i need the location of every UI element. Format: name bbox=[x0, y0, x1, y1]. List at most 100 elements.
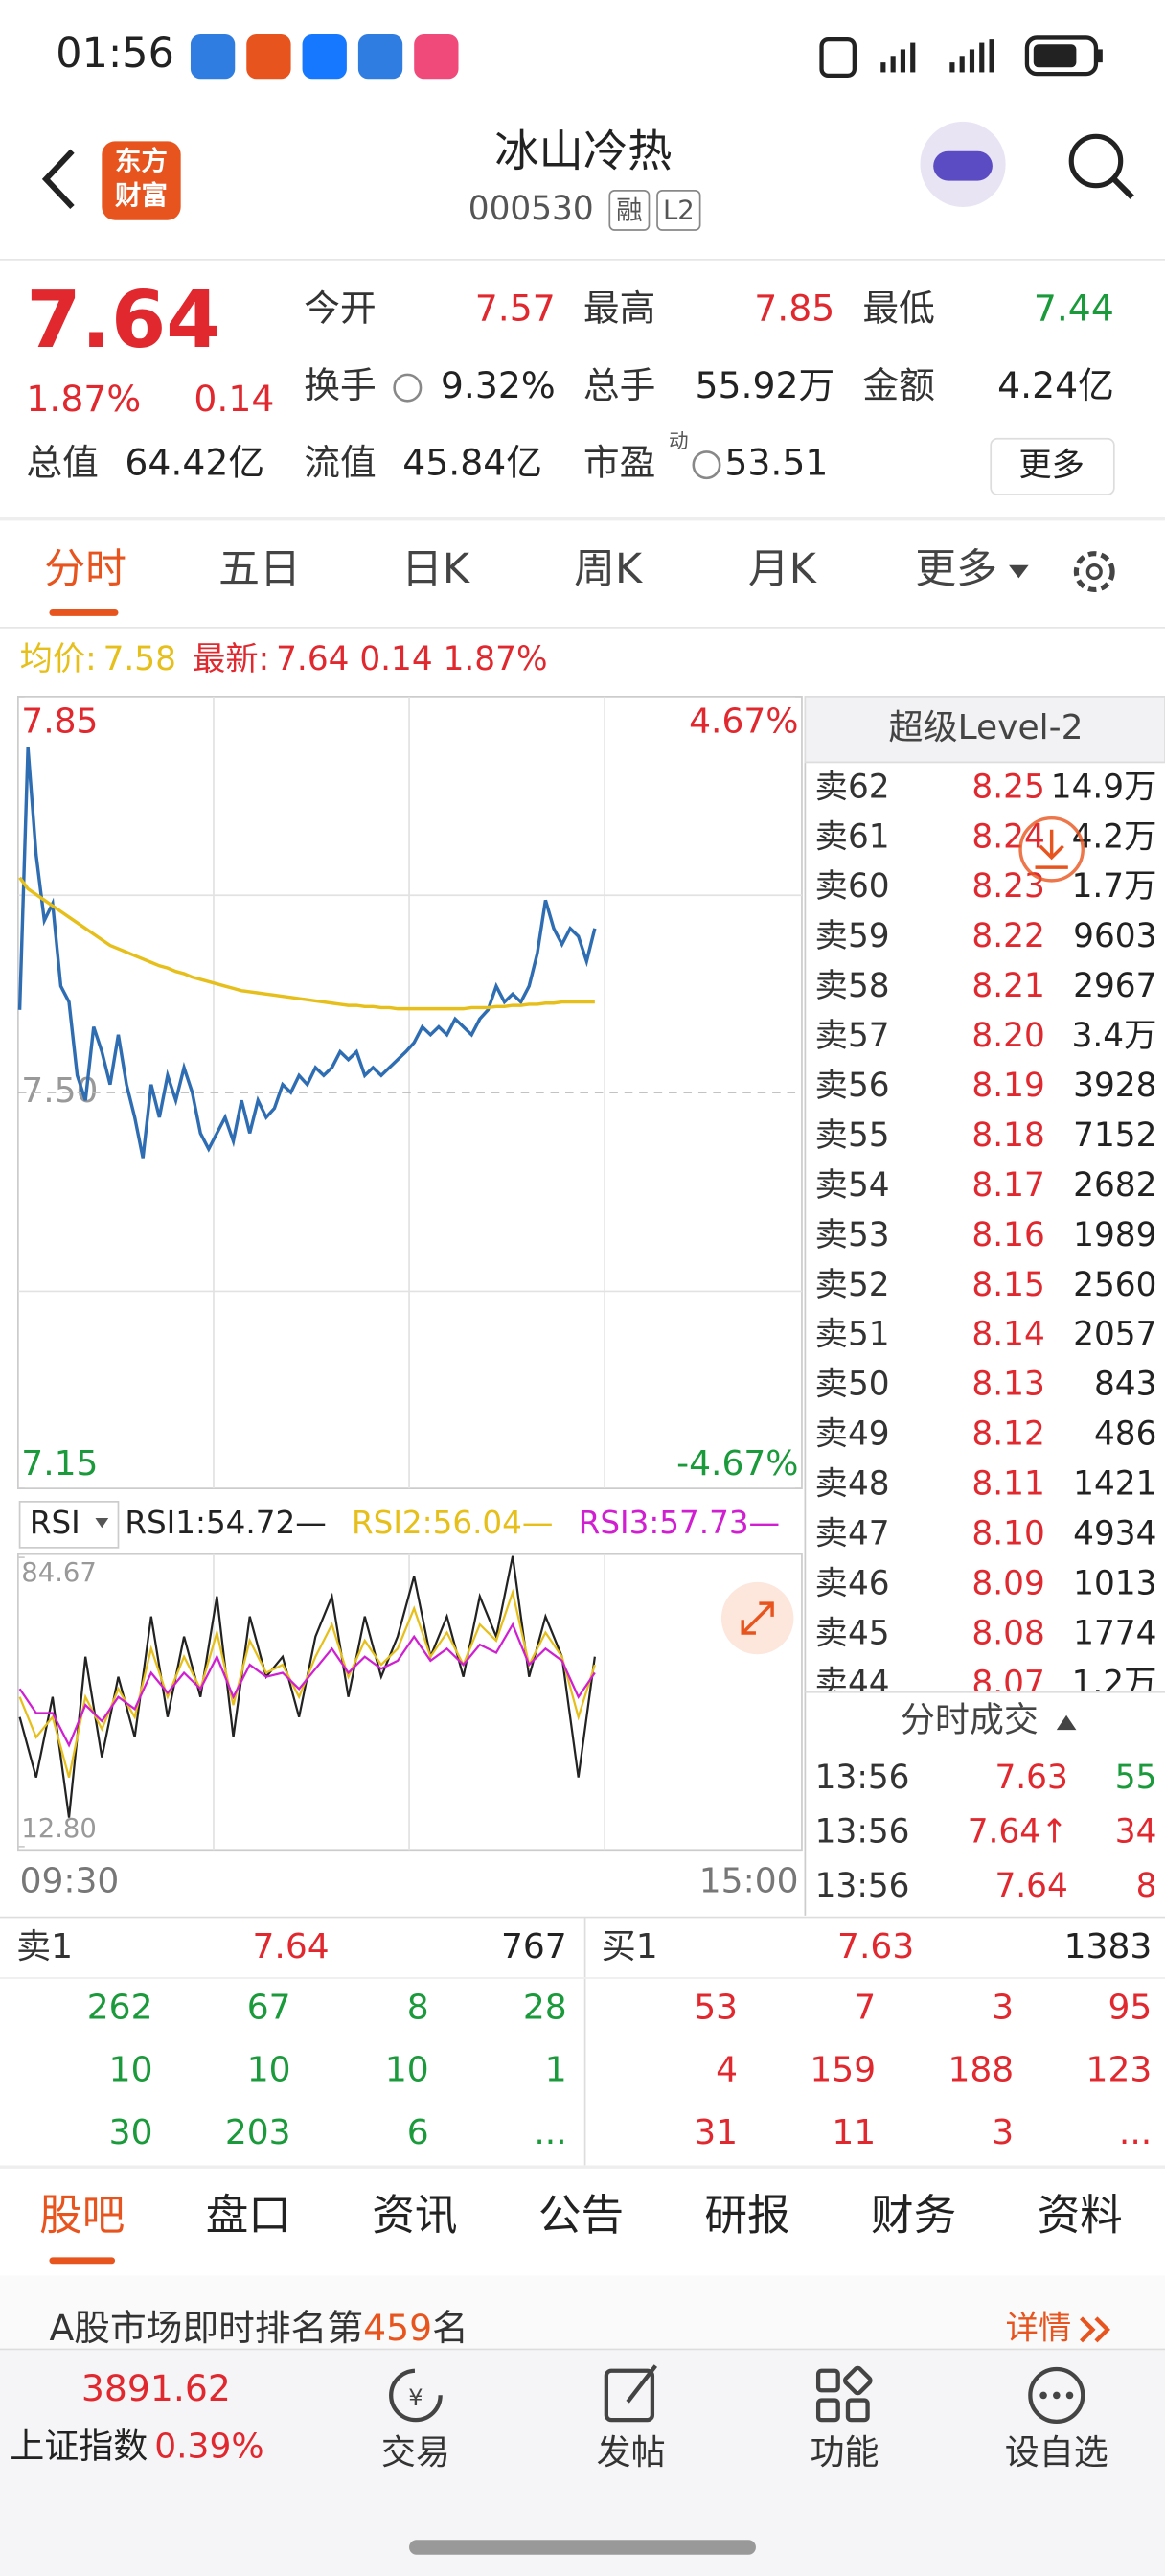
collapse-arrow[interactable] bbox=[1056, 1714, 1077, 1731]
level2-price: 8.14 bbox=[971, 1316, 1044, 1354]
footer-button[interactable]: 设自选 bbox=[1005, 2433, 1108, 2472]
level2-volume: 1.2万 bbox=[1072, 1664, 1157, 1702]
more-label: 更多 bbox=[1018, 446, 1085, 484]
level2-volume: 9603 bbox=[1073, 917, 1156, 955]
bottom-tab[interactable]: 资讯 bbox=[372, 2190, 457, 2240]
level2-label: 卖58 bbox=[815, 967, 890, 1005]
tab[interactable]: 分时 bbox=[44, 545, 126, 593]
level2-volume: 7152 bbox=[1073, 1116, 1156, 1155]
level2-volume: 486 bbox=[1094, 1415, 1156, 1454]
field-label: 市盈 bbox=[583, 442, 655, 484]
bottom-tab[interactable]: 研报 bbox=[704, 2190, 789, 2240]
level2-label: 卖51 bbox=[815, 1316, 890, 1354]
field-value: 64.42亿 bbox=[125, 442, 264, 484]
tab[interactable]: 更多 bbox=[915, 545, 997, 593]
bottom-tab[interactable]: 盘口 bbox=[206, 2190, 291, 2240]
rsi-grid bbox=[213, 1553, 606, 1851]
tab[interactable]: 日K bbox=[401, 545, 470, 593]
level2-price: 8.12 bbox=[971, 1415, 1044, 1454]
trade-time: 13:56 bbox=[815, 1813, 910, 1852]
series-line bbox=[18, 1555, 596, 1818]
scroll-down-button[interactable] bbox=[1018, 816, 1085, 883]
robot-visor bbox=[933, 150, 993, 181]
footer-button[interactable]: 功能 bbox=[811, 2433, 879, 2472]
indicator-select[interactable] bbox=[18, 1500, 120, 1549]
price: 7.64 bbox=[26, 275, 220, 366]
book-side: 卖1 bbox=[16, 1927, 73, 1966]
footer-button[interactable]: 发帖 bbox=[597, 2433, 666, 2472]
level2-label: 卖46 bbox=[815, 1564, 890, 1602]
field-label: 总手 bbox=[583, 364, 655, 406]
tag-box bbox=[656, 190, 701, 231]
detail-link[interactable]: 详情 bbox=[1006, 2309, 1072, 2347]
dots bbox=[1039, 2391, 1074, 2400]
book-cell: 4 bbox=[716, 2051, 738, 2090]
book-cell: ... bbox=[1119, 2113, 1152, 2152]
tab[interactable]: 五日 bbox=[218, 545, 301, 593]
home-indicator bbox=[409, 2540, 756, 2555]
book-cell: 67 bbox=[247, 1989, 291, 2028]
tab[interactable]: 月K bbox=[748, 545, 817, 593]
field-sup: 动 bbox=[669, 429, 689, 452]
legend-entry: RSI3:57.73— bbox=[579, 1505, 780, 1541]
yen-icon: ¥ bbox=[408, 2384, 423, 2411]
status-time: 01:56 bbox=[56, 30, 174, 78]
bottom-tab[interactable]: 公告 bbox=[538, 2190, 624, 2240]
level2-volume: 14.9万 bbox=[1051, 768, 1157, 806]
banner[interactable] bbox=[0, 2275, 1165, 2350]
field-value: 7.44 bbox=[1034, 288, 1114, 330]
settings-button[interactable] bbox=[1073, 551, 1115, 592]
book-cell: 30 bbox=[109, 2113, 153, 2152]
info-icon bbox=[692, 450, 721, 480]
level2-volume: 1989 bbox=[1073, 1216, 1156, 1254]
field-value: 7.57 bbox=[475, 288, 556, 330]
field-label: 最低 bbox=[862, 288, 934, 330]
index-value[interactable]: 3891.62 bbox=[81, 2367, 231, 2409]
level2-label: 卖57 bbox=[815, 1017, 890, 1055]
legend-entry: RSI1:54.72— bbox=[125, 1505, 326, 1541]
y2-tick-label: 4.67% bbox=[689, 702, 798, 741]
level2-label: 卖44 bbox=[815, 1664, 890, 1702]
scroll-icon bbox=[1035, 829, 1068, 869]
y-tick-label: 84.67 bbox=[21, 1558, 97, 1588]
logo bbox=[102, 141, 181, 220]
level2-label: 卖55 bbox=[815, 1116, 890, 1155]
level2-price: 8.07 bbox=[971, 1664, 1044, 1702]
bottom-tab[interactable]: 股吧 bbox=[39, 2190, 125, 2240]
detail-arrow bbox=[1080, 2316, 1111, 2343]
field-value: 9.32% bbox=[441, 364, 556, 406]
search-button[interactable] bbox=[1068, 133, 1124, 189]
time-label: 15:00 bbox=[699, 1862, 799, 1901]
rank: 459 bbox=[363, 2306, 432, 2348]
field-label: 金额 bbox=[862, 364, 934, 406]
book-cell: 8 bbox=[407, 1989, 429, 2028]
bottom-tab[interactable]: 资料 bbox=[1038, 2190, 1123, 2240]
footer-button[interactable]: 交易 bbox=[381, 2433, 450, 2472]
level2-label: 卖48 bbox=[815, 1465, 890, 1504]
back-button[interactable] bbox=[41, 149, 75, 210]
book-cell: 203 bbox=[225, 2113, 291, 2152]
more-button[interactable] bbox=[990, 437, 1115, 495]
legend-value: 7.64 0.14 1.87% bbox=[276, 640, 547, 678]
level2-label: 卖56 bbox=[815, 1067, 890, 1105]
banner-text: A股市场即时排名第459名 bbox=[49, 2306, 468, 2348]
book-price: 7.64 bbox=[252, 1927, 329, 1966]
bottom-tab[interactable]: 财务 bbox=[871, 2190, 956, 2240]
banner-text-part: A股市场即时排名第 bbox=[49, 2306, 363, 2348]
banner-text-part: 名 bbox=[432, 2306, 468, 2348]
book-side: 买1 bbox=[602, 1927, 658, 1966]
time-label: 09:30 bbox=[20, 1862, 120, 1901]
y2-tick-label: -4.67% bbox=[676, 1444, 798, 1484]
level2-price: 8.16 bbox=[971, 1216, 1044, 1254]
level2-volume: 4.2万 bbox=[1072, 817, 1157, 856]
tag-box bbox=[608, 190, 651, 231]
field-value: 4.24亿 bbox=[997, 364, 1114, 406]
tab[interactable]: 周K bbox=[574, 545, 643, 593]
field-value: 7.85 bbox=[754, 288, 834, 330]
level2-price: 8.21 bbox=[971, 967, 1044, 1005]
tag: L2 bbox=[663, 196, 695, 226]
indicator-name: RSI bbox=[30, 1505, 80, 1541]
level2-label: 卖53 bbox=[815, 1216, 890, 1254]
divider bbox=[0, 518, 1165, 521]
trade-time: 13:56 bbox=[815, 1759, 910, 1797]
